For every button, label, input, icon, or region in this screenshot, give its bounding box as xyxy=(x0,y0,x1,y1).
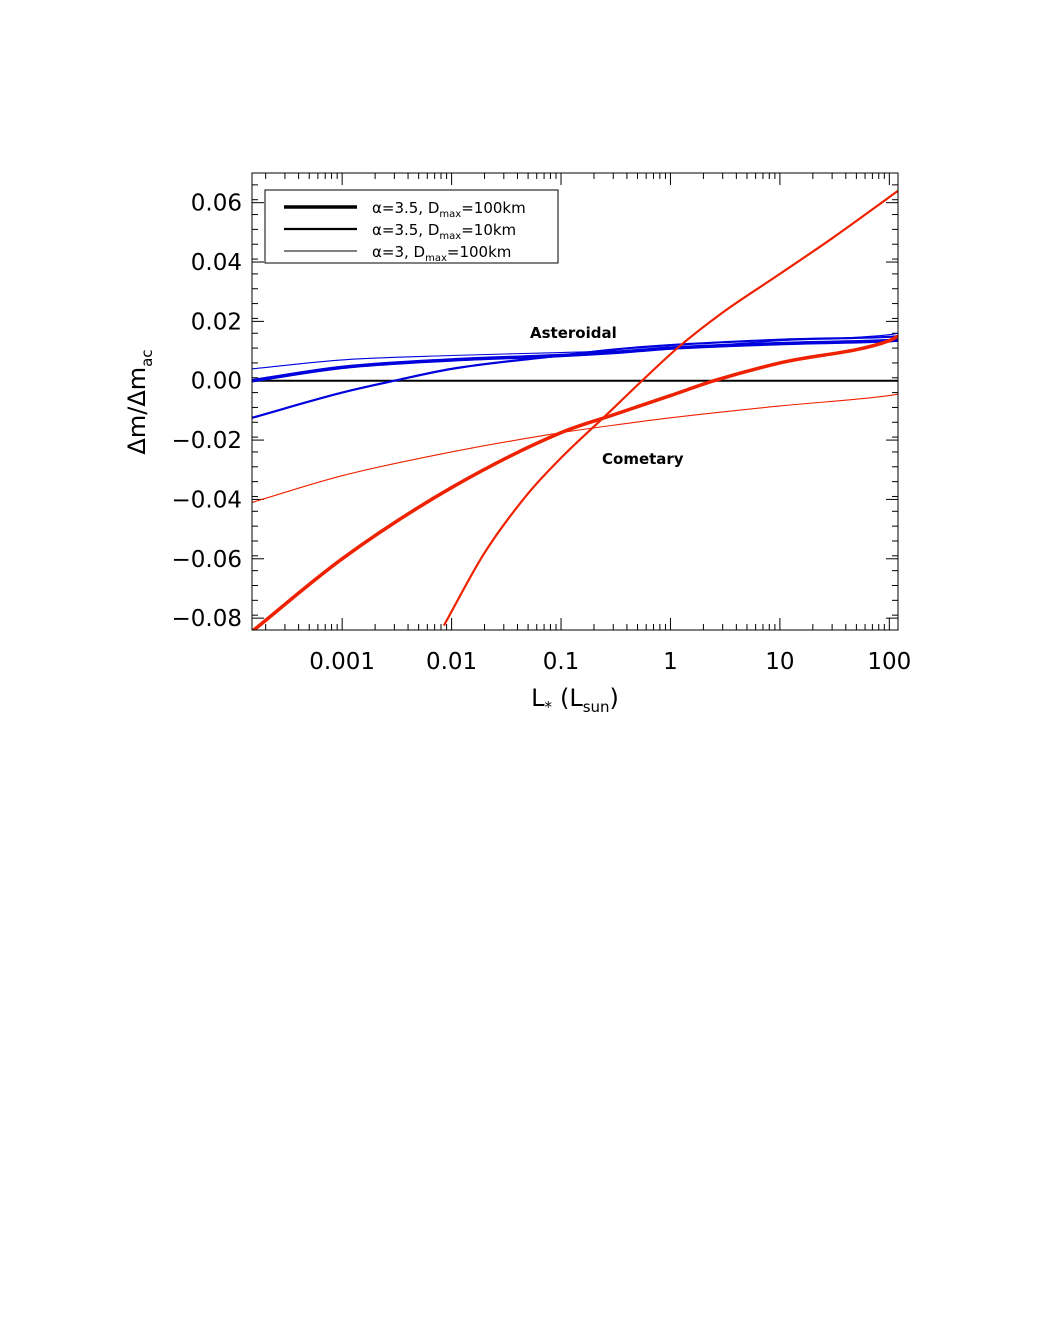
legend-entry-medium-sub: max xyxy=(439,231,461,242)
legend: α=3.5, Dmax=100km α=3.5, Dmax=10km α=3, … xyxy=(264,189,559,264)
y-axis-label-main: Δm/Δm xyxy=(123,367,151,455)
annotation-cometary: Cometary xyxy=(602,450,684,468)
y-tick-label: −0.06 xyxy=(172,547,242,573)
x-axis-label-sub: * xyxy=(544,698,552,716)
y-tick-label: −0.02 xyxy=(172,428,242,454)
x-axis-label-unit-sub: sun xyxy=(583,698,610,716)
legend-entry-thick: α=3.5, Dmax=100km xyxy=(372,199,526,220)
legend-entry-medium-main: α=3.5, D xyxy=(372,221,439,239)
series-line-cometary-thick xyxy=(252,334,898,630)
x-tick-label: 100 xyxy=(867,649,911,675)
y-axis-label: Δm/Δmac xyxy=(123,349,156,454)
x-tick-label: 0.1 xyxy=(543,649,580,675)
y-axis-label-sub: ac xyxy=(138,349,156,366)
legend-entry-thin-main: α=3, D xyxy=(372,243,425,261)
tick-labels: 0.001 0.01 0.1 1 10 100 −0.08 −0.06 −0.04 −0.02 0.… xyxy=(172,191,912,675)
x-axis-label-unit-open: (L xyxy=(560,684,583,712)
x-axis-label-main: L xyxy=(531,684,545,712)
series-line-cometary-thin xyxy=(252,393,898,503)
legend-entry-medium-rest: =10km xyxy=(461,221,516,239)
series-line-asteroidal-thick xyxy=(252,338,898,383)
legend-entry-thick-rest: =100km xyxy=(461,199,526,217)
legend-entry-thick-sub: max xyxy=(439,209,461,220)
series-lines xyxy=(252,189,898,630)
legend-entry-thin: α=3, Dmax=100km xyxy=(372,243,511,264)
x-tick-label: 10 xyxy=(765,649,794,675)
y-tick-label: 0.00 xyxy=(191,369,242,395)
x-tick-label: 1 xyxy=(663,649,678,675)
legend-entry-thick-main: α=3.5, D xyxy=(372,199,439,217)
x-tick-label: 0.01 xyxy=(426,649,477,675)
y-tick-label: 0.06 xyxy=(191,191,242,217)
legend-entry-thin-sub: max xyxy=(425,253,447,264)
legend-entry-medium: α=3.5, Dmax=10km xyxy=(372,221,516,242)
legend-entry-thin-rest: =100km xyxy=(447,243,512,261)
plot-frame xyxy=(251,172,899,631)
series-line-cometary-medium xyxy=(442,189,898,627)
y-tick-label: 0.02 xyxy=(191,309,242,335)
series-line-asteroidal-thin xyxy=(252,332,898,370)
x-tick-label: 0.001 xyxy=(309,649,375,675)
annotation-asteroidal: Asteroidal xyxy=(530,324,617,342)
y-tick-label: 0.04 xyxy=(191,250,242,276)
y-tick-label: −0.04 xyxy=(172,487,242,513)
y-tick-label: −0.08 xyxy=(172,606,242,632)
x-axis-label: L* (Lsun) xyxy=(531,684,619,716)
x-axis-label-unit-close: ) xyxy=(610,684,619,712)
